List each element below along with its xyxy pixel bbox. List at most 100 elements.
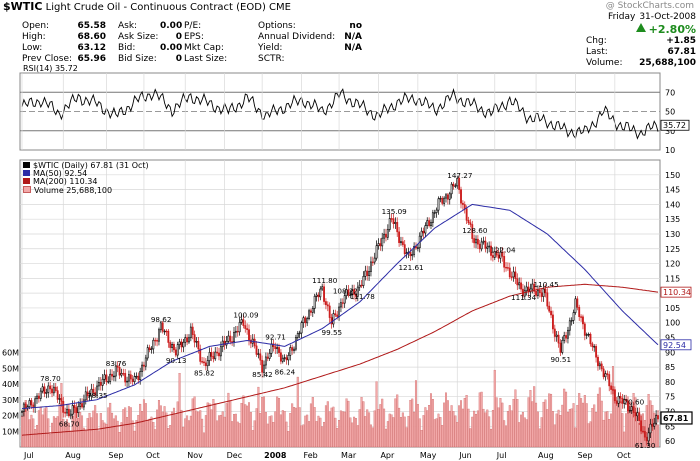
volume-bar (62, 419, 65, 448)
candle-body (536, 289, 539, 296)
volume-bar (137, 415, 140, 448)
candle-body (540, 292, 543, 297)
price-annotation: 78.35 (87, 391, 108, 400)
candle-body (199, 348, 202, 362)
rsi-tick-label: 50 (665, 108, 675, 117)
rsi-tick-label: 70 (665, 88, 675, 97)
price-annotation: 86.24 (275, 367, 296, 376)
legend-volume: Volume 25,688,100 (23, 186, 149, 195)
volume-bar (565, 391, 568, 448)
volume-bar (278, 398, 281, 448)
price-annotation: 111.80 (312, 276, 338, 285)
candle-body (561, 340, 564, 353)
candle-body (452, 183, 455, 187)
candle-body (173, 344, 175, 351)
candle-body (364, 270, 367, 277)
price-tick-label: 130 (665, 230, 680, 239)
volume-bar (129, 407, 132, 448)
volume-bar (184, 418, 187, 448)
price-tick-label: 120 (665, 260, 680, 269)
candle-body (591, 343, 594, 348)
candle-body (463, 204, 466, 209)
candle-body (559, 342, 562, 353)
volume-bar (460, 400, 463, 448)
price-tick-label: 140 (665, 200, 680, 209)
volume-bar (420, 430, 423, 448)
candle-body (97, 382, 100, 387)
volume-bar (274, 411, 277, 448)
candle-body (627, 400, 629, 412)
candle-body (428, 220, 431, 226)
volume-bar (538, 428, 541, 448)
volume-bar (593, 404, 596, 448)
candle-body (34, 398, 37, 408)
volume-bar (142, 399, 145, 448)
price-tick-label: 115 (665, 274, 680, 283)
candle-body (242, 319, 245, 326)
candle-body (236, 330, 239, 333)
volume-bar (377, 409, 380, 448)
legend-ma50: MA(50) 92.54 (23, 170, 149, 178)
candle-body (450, 183, 453, 195)
volume-bar (529, 390, 532, 448)
volume-bar (392, 417, 395, 448)
candle-body (137, 375, 140, 381)
volume-bar (174, 414, 177, 448)
volume-bar (429, 393, 432, 448)
volume-bar (34, 429, 37, 448)
quote-col-4: Options: no Annual Dividend: N/A Yield: N/A SC… (258, 21, 362, 65)
volume-bar (336, 428, 339, 448)
candle-body (422, 230, 425, 234)
candle-body (246, 328, 249, 330)
candle-body (244, 325, 247, 329)
price-last-tag (660, 411, 693, 425)
candle-body (435, 209, 438, 213)
quote-label: Prev Close: (22, 54, 73, 64)
candle-body (171, 344, 174, 348)
candle-body (112, 375, 115, 378)
candle-body (341, 302, 344, 304)
volume-bar (384, 428, 387, 448)
candle-body (578, 307, 581, 317)
candle-body (178, 341, 181, 345)
volume-tick-label: 60M (2, 349, 19, 358)
candle-body (454, 185, 457, 187)
volume-bar (66, 419, 69, 448)
volume-bar (615, 403, 618, 448)
x-tick-label: Dec (227, 451, 242, 460)
candle-body (156, 340, 159, 342)
candle-body (345, 289, 348, 296)
candle-body (304, 317, 307, 324)
volume-bar (264, 412, 267, 448)
volume-bar (279, 414, 282, 448)
volume-tick-label: 40M (2, 380, 19, 389)
candle-body (195, 340, 198, 343)
volume-bar (84, 430, 87, 448)
candle-body (240, 319, 243, 323)
candle-body (144, 357, 147, 367)
quote-label: Open: (22, 21, 50, 31)
candle-body (332, 313, 335, 325)
quote-value: no (349, 21, 362, 31)
quote-label: P/E: (184, 21, 202, 31)
volume-bar (105, 423, 108, 448)
x-tick-label: Feb (304, 451, 318, 460)
candle-body (505, 266, 507, 269)
candle-body (557, 334, 560, 344)
candle-body (161, 322, 164, 332)
candle-body (150, 348, 153, 351)
volume-bar (338, 420, 341, 448)
candle-body (114, 365, 117, 377)
candle-body (141, 364, 144, 372)
volume-bar (251, 430, 254, 448)
volume-bar (26, 408, 29, 448)
volume-bar (300, 425, 303, 448)
candle-body (122, 373, 125, 375)
candle-body (353, 289, 356, 295)
price-annotation: 70.60 (624, 398, 645, 407)
volume-bar (234, 413, 237, 448)
volume-bar (559, 415, 562, 448)
volume-bar (240, 403, 243, 448)
quote-summary-value: 67.81 (667, 47, 696, 57)
quote-summary-rows: Chg: +1.85 Last: 67.81 Volume: 25,688,100 (586, 36, 696, 69)
